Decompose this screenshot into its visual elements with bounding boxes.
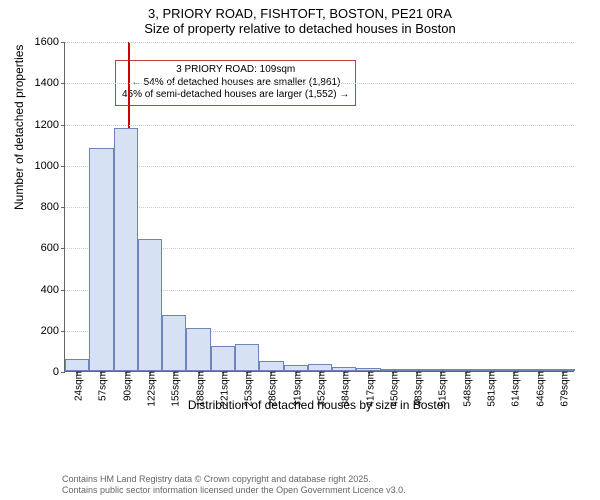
annotation-line: 45% of semi-detached houses are larger (…: [122, 89, 349, 102]
xtick-label: 57sqm: [94, 371, 109, 401]
xtick-label: 24sqm: [70, 371, 85, 401]
ytick-label: 200: [41, 325, 65, 337]
ytick-label: 1400: [35, 77, 65, 89]
gridline: [65, 166, 574, 167]
attribution-footer: Contains HM Land Registry data © Crown c…: [62, 474, 406, 496]
title-line2: Size of property relative to detached ho…: [0, 21, 600, 36]
y-axis-label: Number of detached properties: [12, 45, 26, 210]
footer-line1: Contains HM Land Registry data © Crown c…: [62, 474, 406, 485]
chart-area: 3 PRIORY ROAD: 109sqm← 54% of detached h…: [64, 42, 574, 412]
histogram-bar: [65, 359, 89, 371]
annotation-line: 3 PRIORY ROAD: 109sqm: [122, 64, 349, 77]
ytick-label: 1600: [35, 36, 65, 48]
footer-line2: Contains public sector information licen…: [62, 485, 406, 496]
histogram-bar: [138, 239, 162, 371]
ytick-label: 800: [41, 201, 65, 213]
gridline: [65, 125, 574, 126]
x-axis-label: Distribution of detached houses by size …: [64, 398, 574, 412]
ytick-label: 0: [53, 366, 65, 378]
title-line1: 3, PRIORY ROAD, FISHTOFT, BOSTON, PE21 0…: [0, 6, 600, 21]
histogram-bar: [235, 344, 259, 371]
plot-region: 3 PRIORY ROAD: 109sqm← 54% of detached h…: [64, 42, 574, 372]
histogram-bar: [211, 346, 235, 371]
histogram-bar: [114, 128, 138, 371]
gridline: [65, 207, 574, 208]
ytick-label: 1000: [35, 160, 65, 172]
histogram-bar: [259, 361, 283, 371]
histogram-bar: [89, 148, 113, 371]
histogram-bar: [186, 328, 210, 371]
gridline: [65, 42, 574, 43]
gridline: [65, 83, 574, 84]
histogram-bar: [308, 364, 332, 371]
xtick-label: 90sqm: [118, 371, 133, 401]
chart-title-block: 3, PRIORY ROAD, FISHTOFT, BOSTON, PE21 0…: [0, 0, 600, 36]
ytick-label: 1200: [35, 119, 65, 131]
histogram-bar: [162, 315, 186, 371]
ytick-label: 400: [41, 284, 65, 296]
ytick-label: 600: [41, 242, 65, 254]
